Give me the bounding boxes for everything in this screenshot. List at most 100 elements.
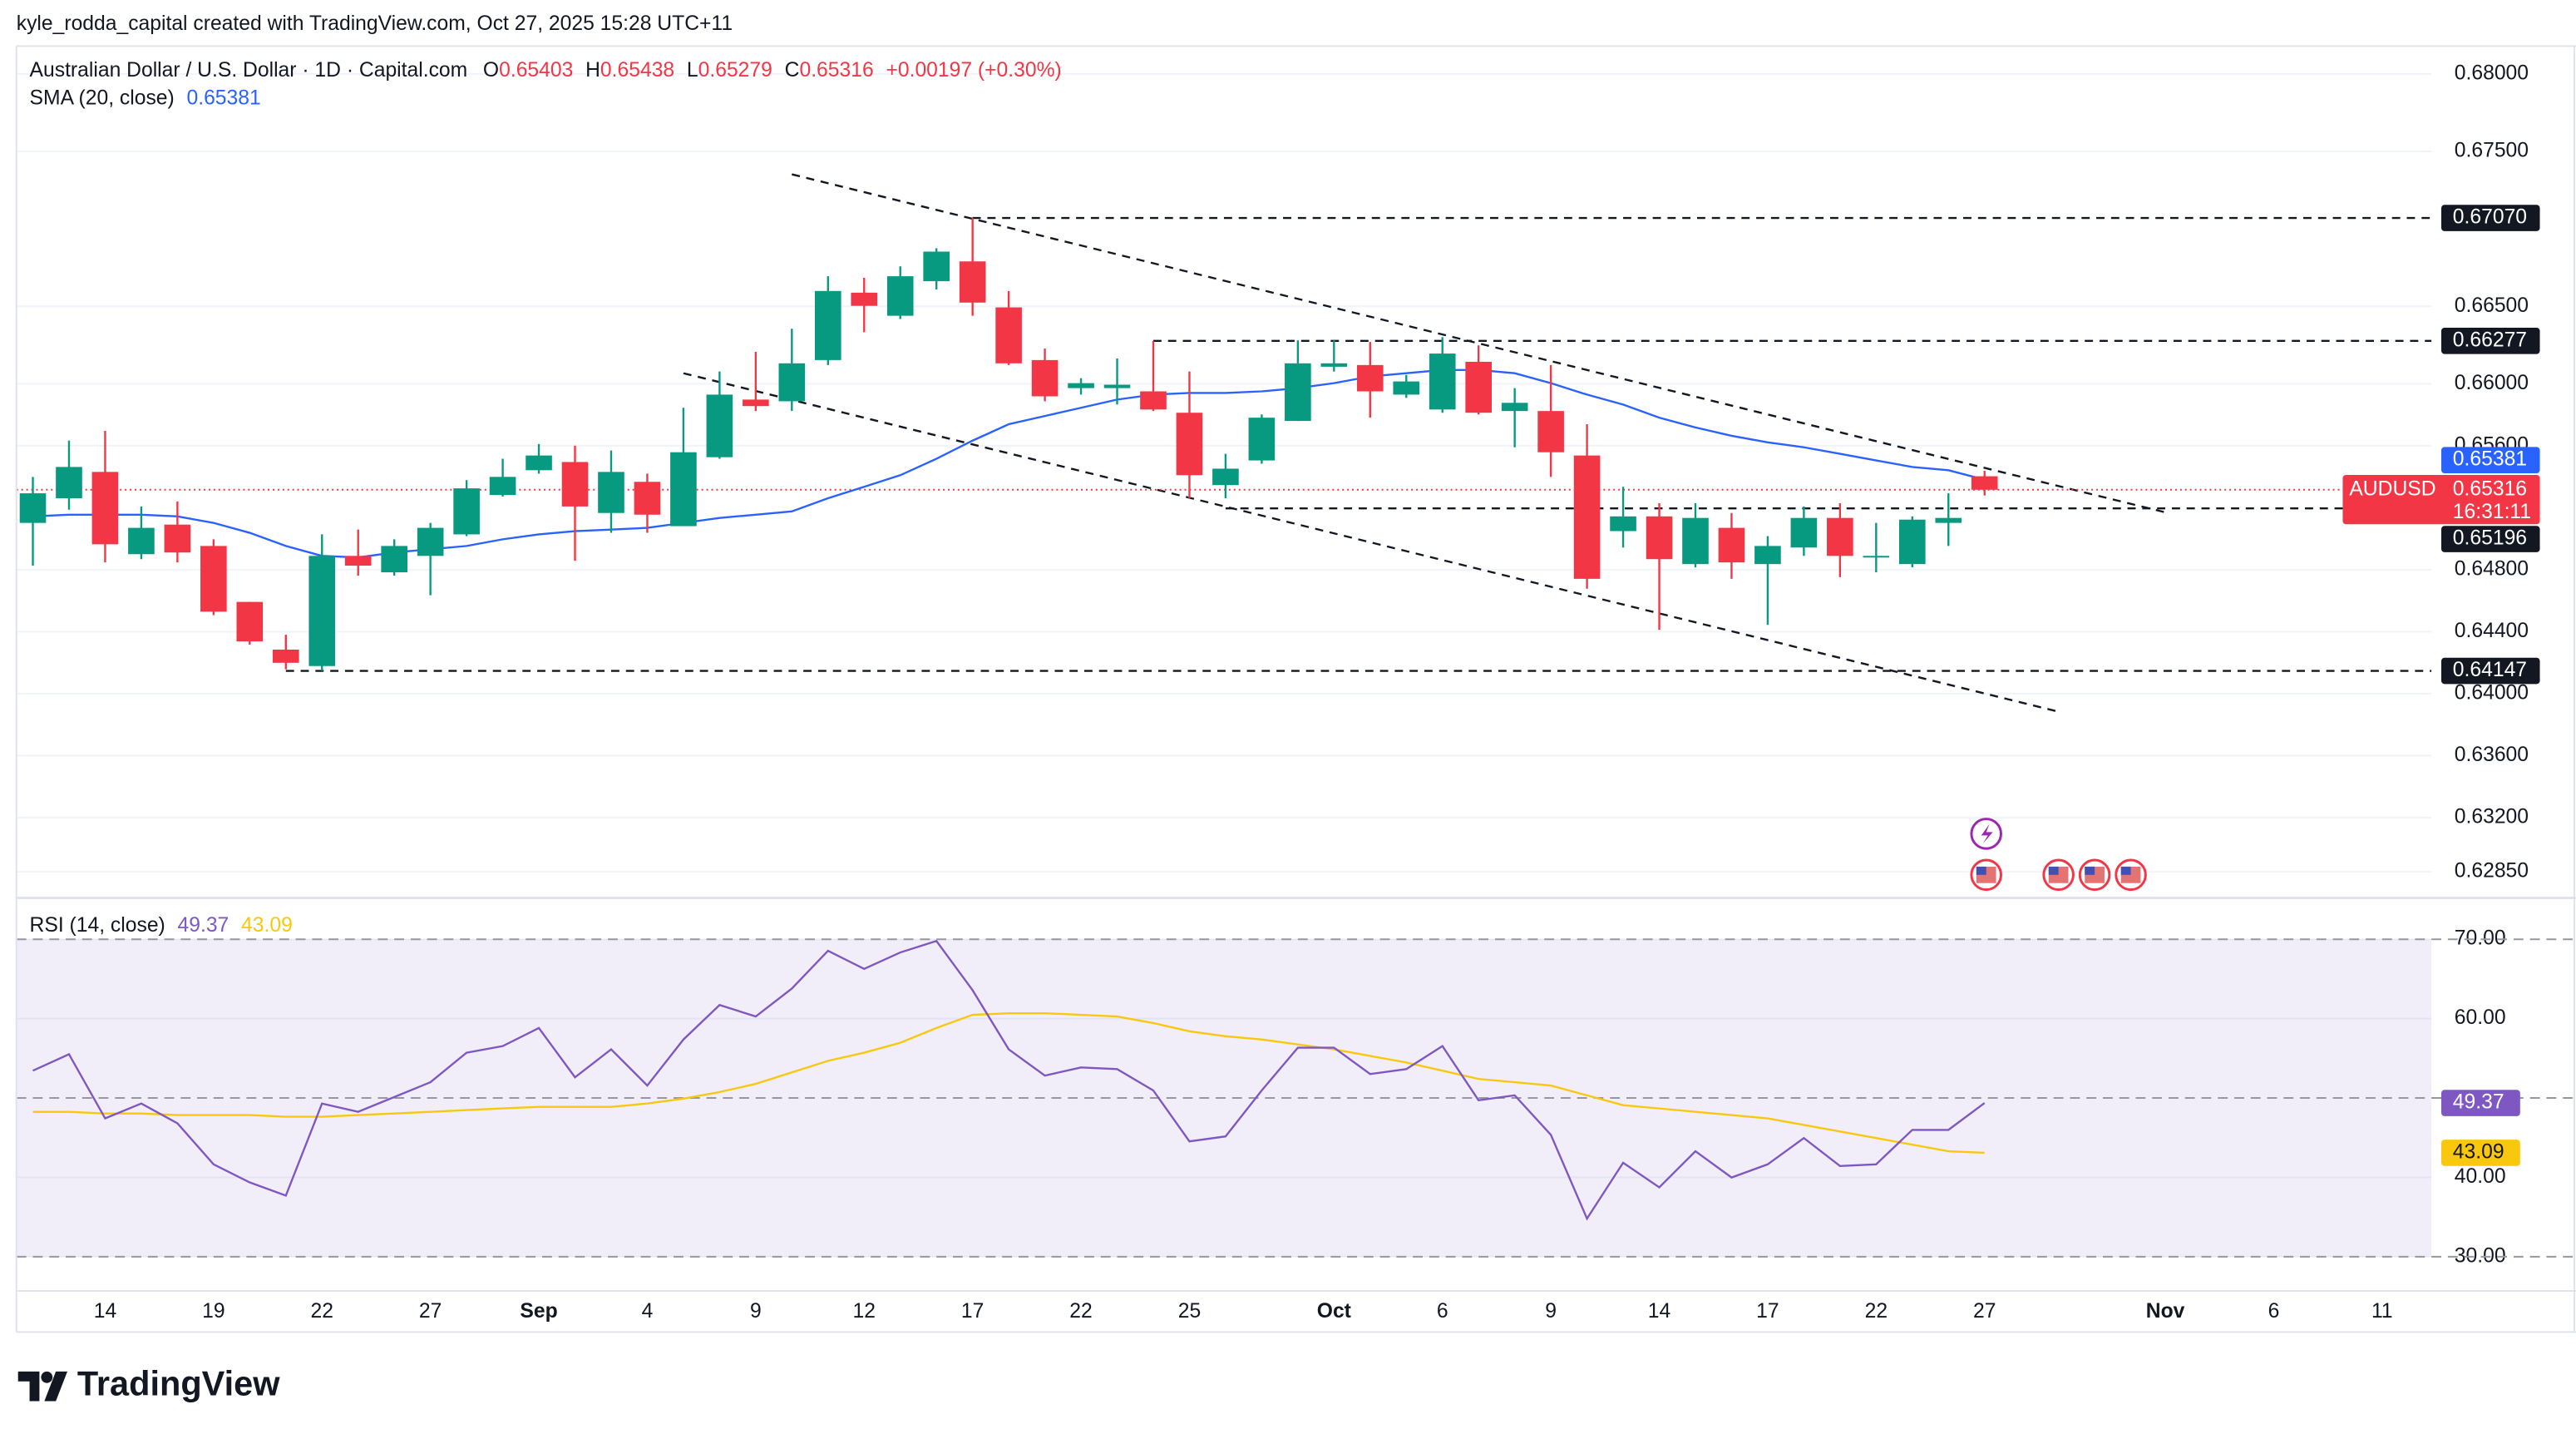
x-tick-label: 25 — [1178, 1300, 1201, 1323]
candle-body — [56, 467, 82, 499]
rsi-value: 49.37 — [178, 914, 229, 937]
x-tick-label: 9 — [1545, 1300, 1557, 1323]
price-tag — [2342, 474, 2540, 525]
overlay-legend: SMA (20, close) 0.65381 — [30, 87, 261, 109]
level-tag-label: 0.64147 — [2453, 659, 2527, 681]
change-value: +0.00197 (+0.30%) — [886, 59, 1061, 82]
rsi-title: RSI (14, close) — [30, 914, 165, 937]
level-tag — [2440, 205, 2540, 231]
rsi-tag — [2440, 1140, 2520, 1166]
price-tag-countdown: 16:31:11 — [2453, 501, 2531, 523]
price-tag-symbol: AUDUSD — [2349, 477, 2435, 500]
candle-body — [1646, 516, 1673, 560]
y-tick-label: 0.64400 — [2455, 620, 2529, 642]
x-tick-label: 22 — [1069, 1300, 1092, 1323]
candle-body — [344, 556, 372, 566]
legend-title: Australian Dollar / U.S. Dollar · 1D · C… — [30, 59, 468, 82]
candle-body — [1248, 418, 1276, 461]
ohlc-label: O — [483, 59, 499, 82]
ohlc-label: L — [687, 59, 698, 82]
y-tick-label: 0.68000 — [2455, 62, 2529, 84]
ohlc-label: C — [785, 59, 800, 82]
candle-body — [1754, 546, 1781, 565]
ohlc-value: 0.65279 — [698, 59, 772, 82]
candle-body — [526, 455, 552, 471]
level-tag-label: 0.67070 — [2453, 206, 2527, 229]
y-tick-label: 0.64000 — [2455, 681, 2529, 704]
x-tick-label: 14 — [94, 1300, 116, 1323]
candle-body — [417, 527, 444, 556]
candle-body — [453, 488, 480, 535]
x-tick-label: 11 — [2371, 1300, 2393, 1323]
x-tick-label: 4 — [642, 1300, 654, 1323]
main-legend: Australian Dollar / U.S. Dollar · 1D · C… — [30, 59, 1062, 82]
candle-body — [19, 493, 47, 523]
candle-body — [959, 261, 986, 303]
candle-body — [308, 556, 336, 666]
rsi-tag — [2440, 1090, 2520, 1116]
logo-icon-dot — [41, 1371, 53, 1383]
ohlc-value: 0.65438 — [600, 59, 674, 82]
flag-icon — [1970, 858, 2147, 892]
logo-text: TradingView — [77, 1364, 280, 1403]
tag-layer: 14 19 22 27 Sep 4 9 12 17 22 25 Oct 6 9 14 17 22 27 Nov 6 11… — [94, 205, 2540, 1323]
candle-body — [1573, 455, 1601, 579]
candle-body — [1971, 476, 1998, 490]
candle-body — [1356, 364, 1384, 392]
candle-body — [1465, 361, 1492, 413]
candle-body — [814, 290, 841, 360]
x-tick-label: 6 — [2268, 1300, 2280, 1323]
rsi-legend: RSI (14, close) 49.37 43.09 — [30, 914, 293, 937]
rsi-line — [32, 1011, 1985, 1155]
event-icon-glyph — [1981, 823, 1993, 844]
x-tick-label: 9 — [750, 1300, 762, 1323]
y-tick-label: 0.63600 — [2455, 744, 2529, 766]
y-tick-label: 0.64800 — [2455, 557, 2529, 580]
candle-body — [706, 394, 733, 457]
y-tick-label: 0.66000 — [2455, 372, 2529, 394]
candle-body — [1212, 468, 1239, 486]
candle-body — [91, 472, 119, 545]
level-tag — [2440, 327, 2540, 354]
plot-layer — [16, 173, 2576, 1258]
candle-body — [1935, 517, 1962, 523]
candle-body — [1682, 517, 1709, 565]
y-tick-label: 0.66500 — [2455, 294, 2529, 317]
candle-body — [1103, 384, 1131, 388]
candle-body — [886, 276, 914, 316]
header-title: kyle_rodda_capital created with TradingV… — [17, 12, 733, 35]
candle-body — [995, 307, 1022, 363]
level-tag — [2440, 657, 2540, 685]
level-tag-label: 0.66277 — [2453, 329, 2527, 351]
candle-body — [1031, 359, 1059, 397]
candle-body — [561, 462, 589, 507]
candle-body — [1285, 363, 1311, 422]
candle-body — [634, 482, 661, 515]
candle-body — [1429, 354, 1456, 410]
sma-tag — [2440, 447, 2540, 474]
flag-canton — [2085, 866, 2095, 875]
rsi-tag-label: 49.37 — [2453, 1091, 2504, 1114]
candle-body — [1176, 413, 1203, 476]
overlay-name: SMA (20, close) — [30, 87, 175, 109]
level-tag-label: 0.65196 — [2453, 527, 2527, 550]
x-tick-label: 12 — [853, 1300, 876, 1323]
x-tick-label: 17 — [1756, 1300, 1779, 1323]
candle-body — [778, 363, 806, 402]
overlay-value: 0.65381 — [187, 87, 261, 109]
rsi-tag-label: 43.09 — [2453, 1140, 2504, 1163]
rsi-line — [32, 939, 1986, 1221]
candle-body — [670, 452, 697, 527]
candle-body — [1827, 517, 1853, 556]
x-tick-label: 6 — [1437, 1300, 1448, 1323]
event-icons — [1970, 818, 2147, 892]
flag-canton — [2048, 866, 2059, 875]
y-tick-label: 0.63200 — [2455, 805, 2529, 828]
candle-body — [1068, 383, 1094, 388]
ohlc-value: 0.65403 — [499, 59, 573, 82]
y-tick-label: 60.00 — [2455, 1006, 2506, 1029]
candle-body — [1863, 556, 1890, 558]
